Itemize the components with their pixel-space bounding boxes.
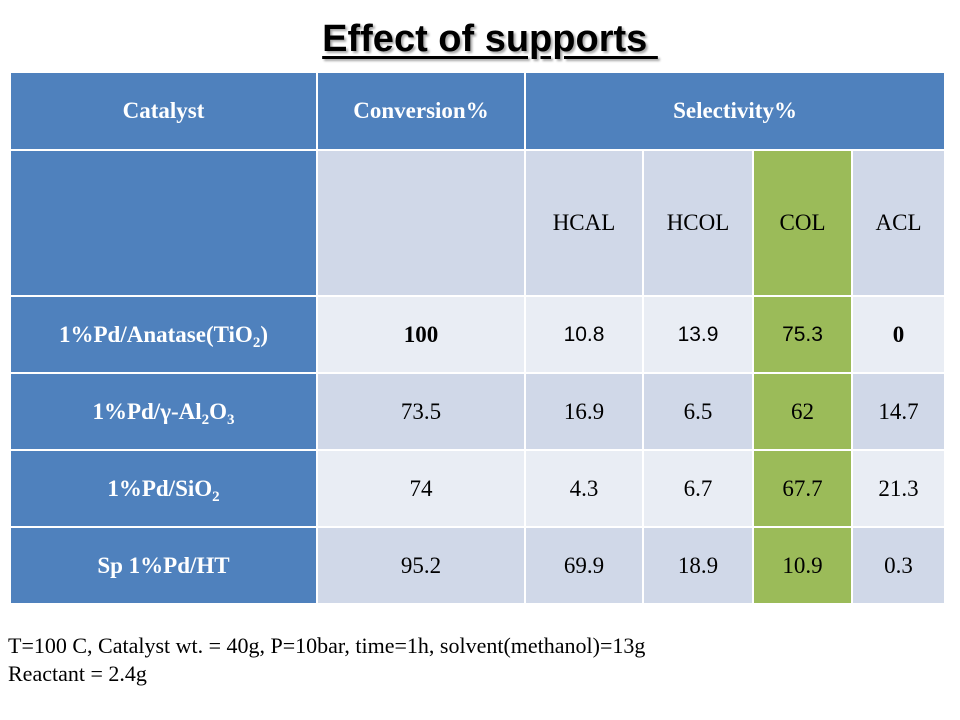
table-row: Sp 1%Pd/HT 95.2 69.9 18.9 10.9 0.3: [9, 526, 947, 605]
row-conversion: 73.5: [316, 372, 526, 451]
row-hcal: 16.9: [524, 372, 644, 451]
row-hcal: 4.3: [524, 449, 644, 528]
subheader-empty-catalyst: [9, 149, 318, 297]
row-conversion: 74: [316, 449, 526, 528]
row-acl: 21.3: [850, 449, 947, 528]
row-acl: 0.3: [850, 526, 947, 605]
row-conversion: 100: [316, 295, 526, 374]
table-row: 1%Pd/γ-Al2O3 73.5 16.9 6.5 62 14.7: [9, 372, 947, 451]
table-row: 1%Pd/SiO2 74 4.3 6.7 67.7 21.3: [9, 449, 947, 528]
footnote-conditions: T=100 C, Catalyst wt. = 40g, P=10bar, ti…: [8, 633, 646, 658]
row-catalyst: Sp 1%Pd/HT: [9, 526, 318, 605]
subheader-hcol: HCOL: [642, 149, 754, 297]
row-acl: 14.7: [850, 372, 947, 451]
header-selectivity: Selectivity%: [523, 71, 947, 151]
row-hcol: 6.5: [642, 372, 754, 451]
row-col: 67.7: [752, 449, 853, 528]
footnote: T=100 C, Catalyst wt. = 40g, P=10bar, ti…: [8, 632, 645, 688]
header-row: Catalyst Conversion% Selectivity%: [9, 71, 947, 151]
subheader-acl: ACL: [850, 149, 947, 297]
subheader-hcal: HCAL: [524, 149, 644, 297]
subheader-row: HCAL HCOL COL ACL: [9, 149, 947, 297]
row-hcal: 10.8: [524, 295, 644, 374]
row-hcol: 6.7: [642, 449, 754, 528]
row-catalyst: 1%Pd/γ-Al2O3: [9, 372, 318, 451]
row-col: 75.3: [752, 295, 853, 374]
header-catalyst: Catalyst: [9, 71, 318, 151]
page-title: Effect of supports: [322, 18, 658, 60]
footnote-reactant: Reactant = 2.4g: [8, 661, 147, 686]
results-table: Catalyst Conversion% Selectivity% HCAL H…: [9, 71, 947, 605]
row-col: 10.9: [752, 526, 853, 605]
table-row: 1%Pd/Anatase(TiO2) 100 10.8 13.9 75.3 0: [9, 295, 947, 374]
row-catalyst: 1%Pd/Anatase(TiO2): [9, 295, 318, 374]
row-catalyst: 1%Pd/SiO2: [9, 449, 318, 528]
row-conversion: 95.2: [316, 526, 526, 605]
row-hcol: 13.9: [642, 295, 754, 374]
subheader-col: COL: [752, 149, 853, 297]
header-conversion: Conversion%: [316, 71, 526, 151]
row-hcal: 69.9: [524, 526, 644, 605]
row-col: 62: [752, 372, 853, 451]
subheader-empty-conversion: [316, 149, 526, 297]
row-hcol: 18.9: [642, 526, 754, 605]
row-acl: 0: [850, 295, 947, 374]
